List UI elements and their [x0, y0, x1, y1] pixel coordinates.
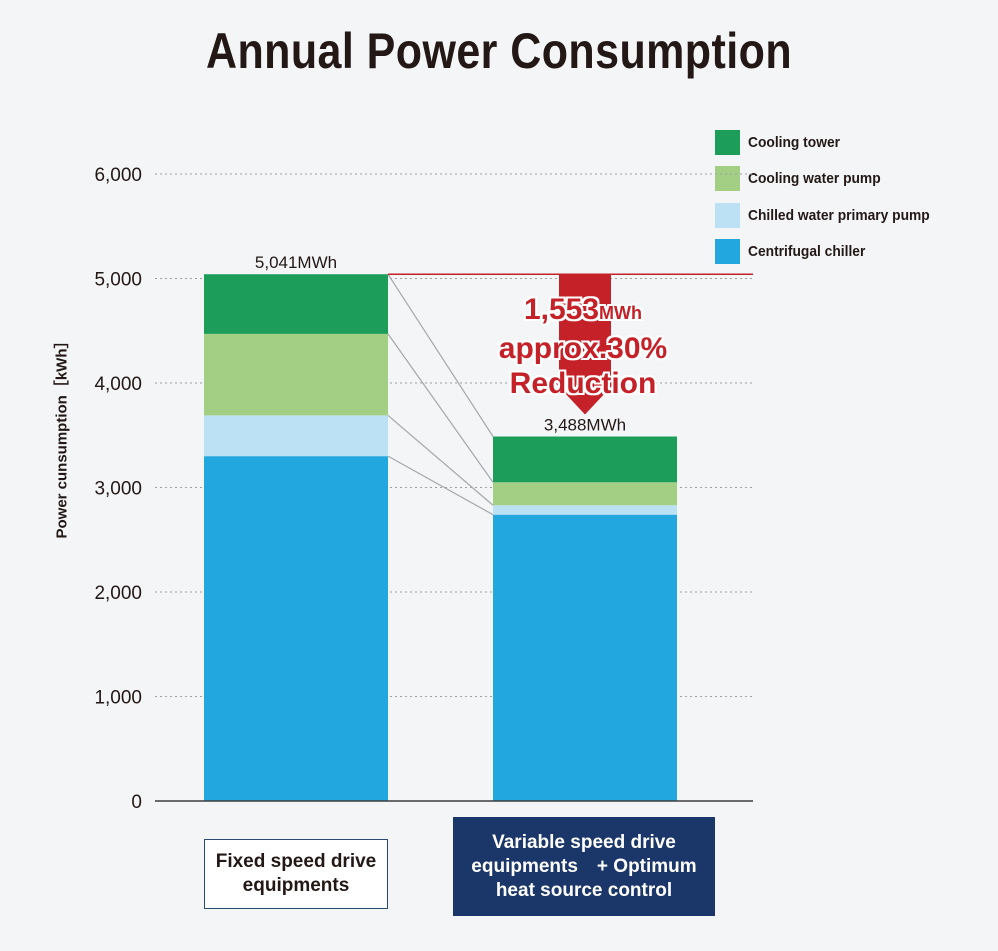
total-label: 5,041MWh — [255, 253, 337, 272]
bar-segment-chilled-water-primary-pump — [493, 505, 677, 515]
y-tick-label: 4,000 — [94, 374, 142, 395]
legend-swatch — [715, 129, 740, 155]
connector-line — [387, 333, 494, 483]
bar-segment-centrifugal-chiller — [204, 456, 388, 801]
connector-line — [387, 455, 494, 516]
y-tick-label: 6,000 — [94, 165, 142, 186]
y-tick-label: 0 — [131, 792, 142, 813]
reduction-arrow — [555, 274, 615, 415]
y-tick-label: 2,000 — [94, 583, 142, 604]
legend-label: Chilled water primary pump — [748, 206, 930, 224]
legend-item: Chilled water primary pump — [715, 197, 946, 234]
bar-segment-centrifugal-chiller — [493, 514, 677, 801]
total-label: 3,488MWh — [544, 416, 626, 435]
reduction-value: 1,553 — [523, 293, 600, 326]
y-tick-label: 1,000 — [94, 688, 142, 709]
bar-segment-chilled-water-primary-pump — [204, 415, 388, 457]
legend-swatch — [715, 202, 740, 228]
category-label-fixed-speed: Fixed speed drive equipments — [204, 839, 388, 909]
reduction-unit: MWh — [599, 303, 643, 323]
y-tick-label: 5,000 — [94, 270, 142, 291]
reduction-text: Reduction — [509, 367, 657, 400]
reduction-callout: 1,553MWh approx.30% Reduction — [468, 292, 698, 401]
legend: Cooling tower Cooling water pump Chilled w… — [715, 124, 946, 270]
legend-item: Cooling water pump — [715, 161, 946, 198]
legend-swatch — [715, 166, 740, 192]
reduction-percent: approx.30% — [498, 332, 668, 365]
bar-segment-cooling-tower — [204, 274, 388, 334]
category-label-variable-speed: Variable speed drive equipments + Optimu… — [453, 817, 715, 916]
bar-segment-cooling-water-pump — [493, 482, 677, 506]
bar-segment-cooling-water-pump — [204, 333, 388, 416]
chart-title: Annual Power Consumption — [205, 23, 793, 79]
legend-item: Centrifugal chiller — [715, 234, 946, 271]
y-tick-label: 3,000 — [94, 479, 142, 500]
connector-line — [387, 273, 494, 437]
legend-item: Cooling tower — [715, 124, 946, 161]
legend-label: Cooling tower — [748, 133, 840, 151]
legend-swatch — [715, 239, 740, 265]
connector-line — [387, 414, 494, 506]
legend-label: Cooling water pump — [748, 170, 881, 188]
legend-label: Centrifugal chiller — [748, 243, 866, 261]
bar-segment-cooling-tower — [493, 436, 677, 483]
